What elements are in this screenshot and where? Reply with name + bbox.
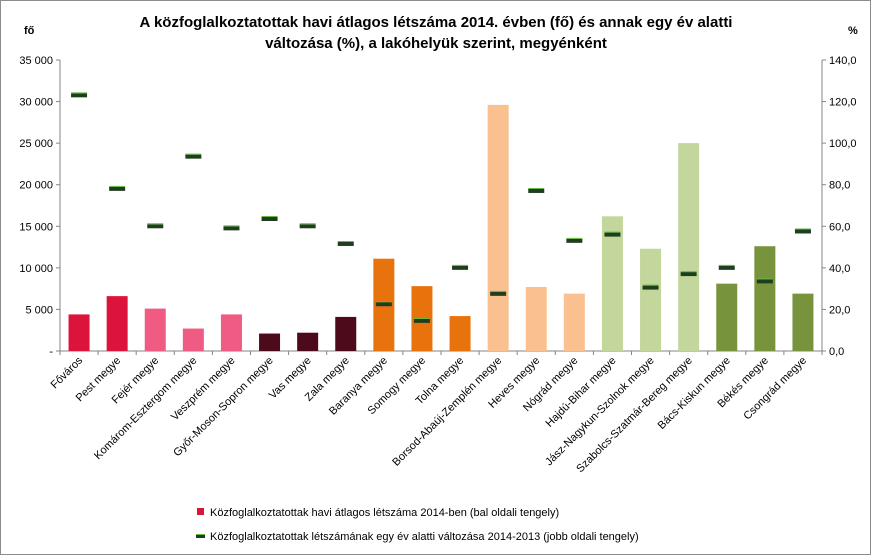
legend-swatch-marker	[196, 534, 205, 538]
bar	[144, 308, 166, 351]
bar	[297, 332, 319, 351]
chart-title-line: A közfoglalkoztatottak havi átlagos léts…	[140, 14, 733, 31]
bar	[525, 286, 547, 351]
bar	[640, 248, 662, 351]
bar	[563, 293, 585, 351]
change-marker	[299, 223, 316, 229]
right-tick-label: 0,0	[829, 346, 844, 358]
bar	[716, 283, 738, 351]
change-marker	[109, 185, 126, 191]
change-marker	[452, 264, 469, 270]
category-label: Bács-Kiskun megye	[656, 355, 733, 432]
change-marker	[223, 225, 240, 231]
category-label: Veszprém megye	[169, 355, 238, 424]
right-tick-label: 100,0	[829, 138, 857, 150]
legend-label-marker: Közfoglalkoztatottak létszámának egy év …	[210, 531, 639, 543]
change-marker	[680, 271, 697, 277]
change-markers	[71, 92, 811, 323]
change-marker	[147, 223, 164, 229]
change-marker	[604, 231, 621, 237]
change-marker	[528, 187, 545, 193]
right-tick-label: 120,0	[829, 97, 857, 109]
bar	[601, 216, 623, 351]
change-marker	[794, 228, 811, 234]
change-marker	[756, 278, 773, 284]
bar	[220, 314, 242, 351]
right-tick-label: 40,0	[829, 263, 850, 275]
legend-swatch-bar	[197, 508, 204, 515]
right-tick-label: 140,0	[829, 55, 857, 67]
change-marker	[566, 237, 583, 243]
bar	[678, 143, 700, 351]
left-tick-label: 35 000	[19, 55, 53, 67]
right-tick-label: 60,0	[829, 221, 850, 233]
right-axis-unit: %	[848, 25, 858, 37]
change-marker	[718, 264, 735, 270]
bar	[487, 104, 509, 351]
change-marker	[413, 317, 430, 323]
left-tick-label: 5 000	[25, 304, 53, 316]
change-marker	[185, 153, 202, 159]
chart-title: A közfoglalkoztatottak havi átlagos léts…	[140, 14, 733, 52]
bar	[449, 316, 471, 351]
category-label: Hajdú-Bihar megye	[544, 355, 619, 430]
right-tick-label: 20,0	[829, 304, 850, 316]
bars	[68, 104, 814, 351]
change-marker	[71, 92, 88, 98]
left-tick-label: 20 000	[19, 180, 53, 192]
category-label: Főváros	[49, 354, 86, 391]
left-tick-label: 25 000	[19, 138, 53, 150]
axes: - 0,0 5 000 20,0 10 000 40,0 15 000 60,0 20 000 8…	[19, 55, 856, 358]
left-tick-label: -	[49, 346, 53, 358]
legend-label-bar: Közfoglalkoztatottak havi átlagos létszá…	[210, 507, 559, 519]
right-tick-label: 80,0	[829, 180, 850, 192]
bar	[68, 314, 90, 351]
change-marker	[261, 216, 278, 222]
bar	[792, 293, 814, 351]
bar	[182, 328, 204, 351]
left-tick-label: 15 000	[19, 221, 53, 233]
bar	[754, 246, 776, 351]
legend: Közfoglalkoztatottak havi átlagos létszá…	[196, 507, 639, 543]
chart-title-line: változása (%), a lakóhelyük szerint, meg…	[265, 35, 607, 52]
left-tick-label: 10 000	[19, 263, 53, 275]
bar	[335, 316, 357, 351]
change-marker	[375, 301, 392, 307]
change-marker	[490, 290, 507, 296]
change-marker	[337, 240, 354, 246]
change-marker	[642, 284, 659, 290]
left-axis-unit: fő	[24, 25, 35, 37]
bar	[106, 296, 128, 351]
bar	[259, 333, 281, 351]
left-tick-label: 30 000	[19, 97, 53, 109]
